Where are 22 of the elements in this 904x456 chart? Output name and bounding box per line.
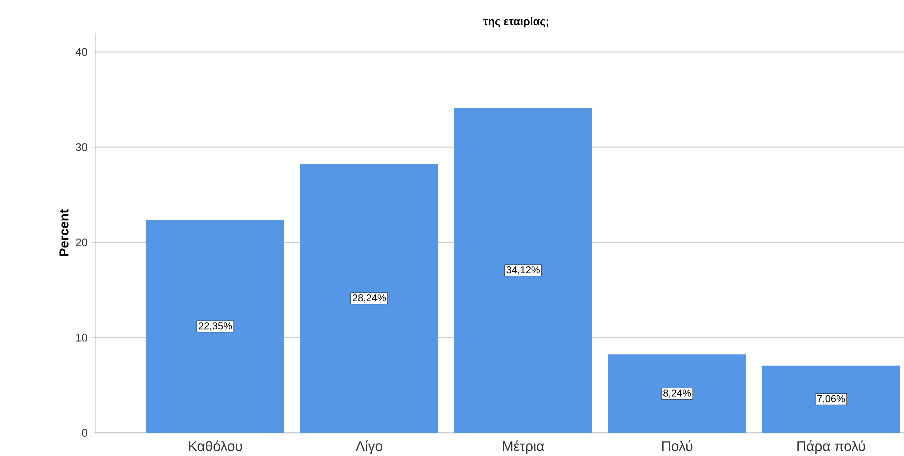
- x-tick-label: Πολύ: [662, 440, 693, 452]
- data-label: 7,06%: [818, 395, 846, 404]
- y-tick-label: 30: [76, 144, 88, 152]
- y-tick-label: 0: [82, 429, 88, 438]
- bar: [300, 164, 438, 434]
- bar: [608, 354, 746, 434]
- x-tick-label: Μέτρια: [503, 440, 544, 454]
- chart-title: της εταιρίας;: [484, 17, 548, 28]
- x-tick-label: Καθόλου: [189, 440, 242, 452]
- y-tick-label: 20: [76, 238, 88, 247]
- y-tick-label: 40: [76, 48, 88, 56]
- bar: [146, 220, 285, 434]
- data-label: 34,12%: [506, 266, 540, 275]
- y-tick-label: 10: [76, 334, 88, 342]
- y-axis-title: Percent: [60, 209, 69, 256]
- bar: [762, 366, 900, 434]
- data-label: 22,35%: [199, 322, 232, 331]
- x-tick-label: Πάρα πολύ: [798, 440, 866, 454]
- data-label: 8,24%: [664, 390, 692, 398]
- data-label: 28,24%: [352, 294, 386, 303]
- x-tick-label: Λίγο: [356, 440, 382, 454]
- bar: [454, 108, 592, 434]
